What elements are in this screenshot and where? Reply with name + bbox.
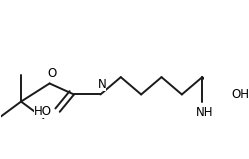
- Text: O: O: [47, 67, 56, 80]
- Text: NH: NH: [196, 106, 213, 119]
- Text: N: N: [98, 78, 106, 90]
- Text: OH: OH: [232, 88, 249, 101]
- Text: HO: HO: [34, 105, 52, 118]
